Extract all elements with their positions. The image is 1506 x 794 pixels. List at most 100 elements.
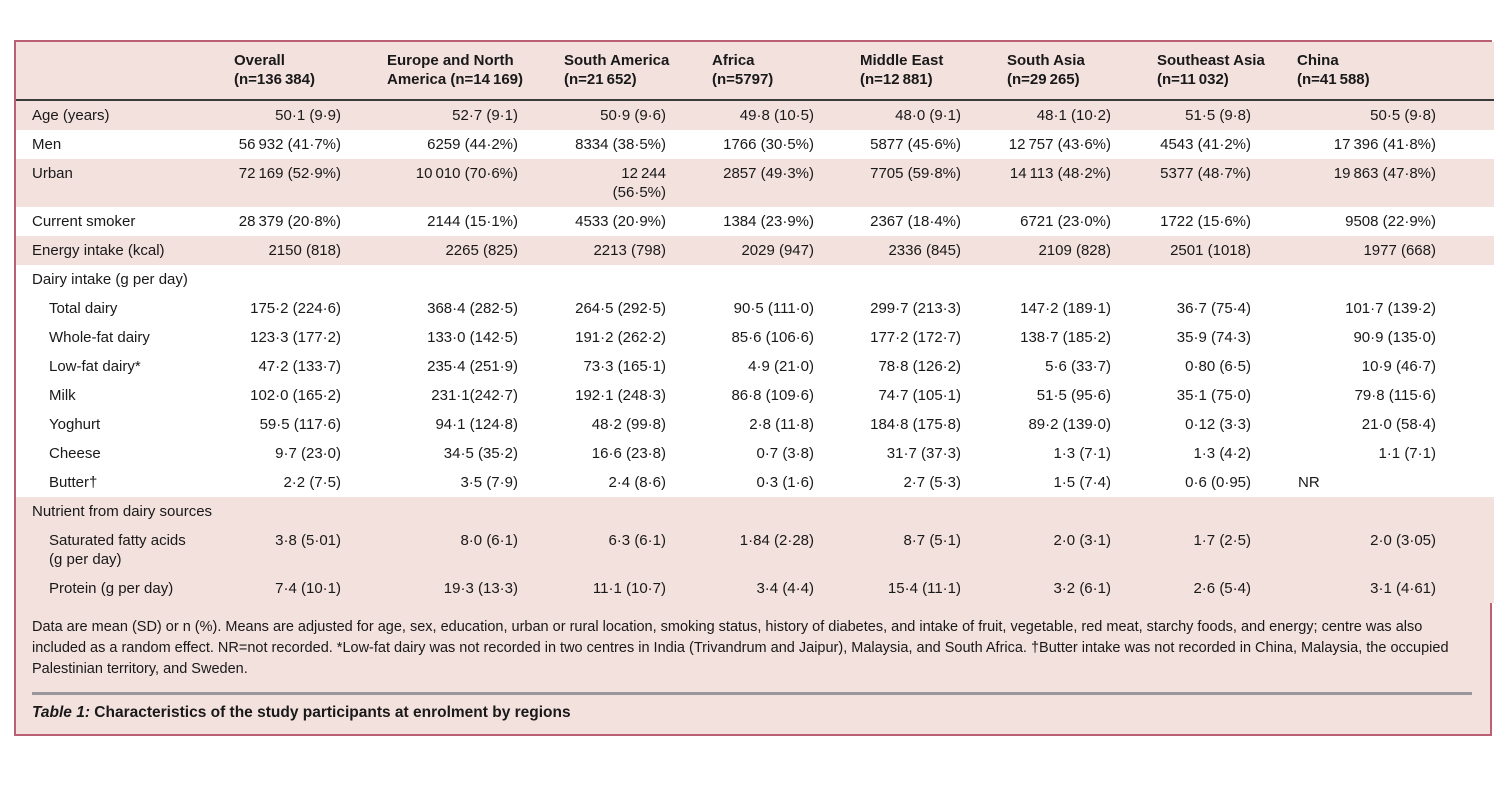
column-header: Southeast Asia (n=11 032) bbox=[1157, 42, 1297, 101]
data-cell bbox=[234, 497, 387, 526]
table-row: Butter† 2·2 (7·5) 3·5 (7·9) 2·4 (8·6) 0·3 (1… bbox=[16, 468, 1494, 497]
data-cell: 12 757 (43·6%) bbox=[1008, 136, 1111, 153]
data-cell: 2265 (825) bbox=[445, 242, 518, 259]
data-cell: 4533 (20·9%) bbox=[575, 213, 666, 230]
data-cell: 8334 (38·5%) bbox=[575, 136, 666, 153]
data-cell: 7·4 (10·1) bbox=[275, 580, 341, 597]
data-cell: 1·3 (7·1) bbox=[1053, 445, 1111, 462]
data-cell: 16·6 (23·8) bbox=[591, 445, 666, 462]
data-cell bbox=[1007, 497, 1157, 526]
data-cell: 4·9 (21·0) bbox=[748, 358, 814, 375]
data-cell bbox=[860, 497, 1007, 526]
table-row: Saturated fatty acids (g per day) 3·8 (5·… bbox=[16, 526, 1494, 574]
data-cell: 9·7 (23·0) bbox=[275, 445, 341, 462]
data-cell: 19·3 (13·3) bbox=[443, 580, 518, 597]
row-label: Milk bbox=[49, 387, 76, 404]
data-cell: 8·0 (6·1) bbox=[460, 532, 518, 549]
data-cell: 2·0 (3·05) bbox=[1370, 532, 1436, 549]
data-cell: 8·7 (5·1) bbox=[903, 532, 961, 549]
row-label: Butter† bbox=[49, 474, 98, 491]
section-label: Nutrient from dairy sources bbox=[32, 503, 213, 520]
data-cell: 36·7 (75·4) bbox=[1176, 300, 1251, 317]
data-cell: 6·3 (6·1) bbox=[608, 532, 666, 549]
data-cell bbox=[860, 265, 1007, 294]
table-row: Current smoker 28 379 (20·8%) 2144 (15·1%)… bbox=[16, 207, 1494, 236]
data-cell: 50·1 (9·9) bbox=[275, 107, 341, 124]
row-label: Men bbox=[32, 136, 62, 153]
lancet-table1: Overall (n=136 384) Europe and North Amer… bbox=[14, 40, 1494, 736]
column-header: South Asia (n=29 265) bbox=[1007, 42, 1157, 101]
data-cell: 72 169 (52·9%) bbox=[238, 165, 341, 182]
column-header: South America (n=21 652) bbox=[564, 42, 712, 101]
table-row: Urban 72 169 (52·9%) 10 010 (70·6%) 12 244 … bbox=[16, 159, 1494, 207]
row-label: Protein (g per day) bbox=[49, 580, 174, 597]
data-cell: 2·2 (7·5) bbox=[283, 474, 341, 491]
section-row: Nutrient from dairy sources bbox=[16, 497, 1494, 526]
header-row: Overall (n=136 384) Europe and North Amer… bbox=[16, 42, 1494, 101]
data-cell: 35·9 (74·3) bbox=[1176, 329, 1251, 346]
data-cell: 48·2 (99·8) bbox=[591, 416, 666, 433]
row-label: Low-fat dairy* bbox=[49, 358, 141, 375]
data-cell: 123·3 (177·2) bbox=[250, 329, 341, 346]
data-cell: 90·9 (135·0) bbox=[1353, 329, 1436, 346]
data-cell: 2213 (798) bbox=[593, 242, 666, 259]
caption-label: Table 1: bbox=[32, 704, 90, 721]
characteristics-table: Overall (n=136 384) Europe and North Amer… bbox=[16, 42, 1494, 603]
data-cell: 78·8 (126·2) bbox=[878, 358, 961, 375]
data-cell: 1977 (668) bbox=[1363, 242, 1436, 259]
data-cell: 5877 (45·6%) bbox=[870, 136, 961, 153]
data-cell: 101·7 (139·2) bbox=[1345, 300, 1436, 317]
data-cell bbox=[1297, 265, 1494, 294]
table-row: Total dairy 175·2 (224·6) 368·4 (282·5) 264… bbox=[16, 294, 1494, 323]
data-cell: 0·12 (3·3) bbox=[1185, 416, 1251, 433]
data-cell bbox=[564, 265, 712, 294]
data-cell: NR bbox=[1298, 474, 1320, 491]
table-row: Age (years) 50·1 (9·9) 52·7 (9·1) 50·9 (9·6… bbox=[16, 100, 1494, 130]
table-caption: Table 1: Characteristics of the study pa… bbox=[16, 695, 1490, 734]
data-cell: 7705 (59·8%) bbox=[870, 165, 961, 182]
row-label: Age (years) bbox=[32, 107, 110, 124]
data-cell: 147·2 (189·1) bbox=[1020, 300, 1111, 317]
row-label: Current smoker bbox=[32, 213, 136, 230]
data-cell: 94·1 (124·8) bbox=[435, 416, 518, 433]
data-cell: 235·4 (251·9) bbox=[427, 358, 518, 375]
table-row: Milk 102·0 (165·2) 231·1(242·7) 192·1 (248·… bbox=[16, 381, 1494, 410]
data-cell bbox=[712, 265, 860, 294]
data-cell: 56 932 (41·7%) bbox=[238, 136, 341, 153]
data-cell: 299·7 (213·3) bbox=[870, 300, 961, 317]
data-cell: 90·5 (111·0) bbox=[733, 300, 814, 317]
data-cell: 10·9 (46·7) bbox=[1361, 358, 1436, 375]
data-cell: 6721 (23·0%) bbox=[1020, 213, 1111, 230]
data-cell: 9508 (22·9%) bbox=[1345, 213, 1436, 230]
data-cell: 21·0 (58·4) bbox=[1361, 416, 1436, 433]
data-cell bbox=[1157, 497, 1297, 526]
data-cell: 2501 (1018) bbox=[1170, 242, 1251, 259]
data-cell: 4543 (41·2%) bbox=[1160, 136, 1251, 153]
table-body: Age (years) 50·1 (9·9) 52·7 (9·1) 50·9 (9·6… bbox=[16, 100, 1494, 603]
data-cell bbox=[387, 497, 564, 526]
data-cell: 3·2 (6·1) bbox=[1053, 580, 1111, 597]
data-cell: 85·6 (106·6) bbox=[731, 329, 814, 346]
data-cell: 1·84 (2·28) bbox=[739, 532, 814, 549]
data-cell: 2144 (15·1%) bbox=[427, 213, 518, 230]
data-cell: 2367 (18·4%) bbox=[870, 213, 961, 230]
data-cell: 192·1 (248·3) bbox=[575, 387, 666, 404]
data-cell: 73·3 (165·1) bbox=[583, 358, 666, 375]
data-cell: 31·7 (37·3) bbox=[886, 445, 961, 462]
table-row: Men 56 932 (41·7%) 6259 (44·2%) 8334 (38·5%… bbox=[16, 130, 1494, 159]
data-cell: 0·7 (3·8) bbox=[756, 445, 814, 462]
data-cell: 50·9 (9·6) bbox=[600, 107, 666, 124]
data-cell: 0·6 (0·95) bbox=[1185, 474, 1251, 491]
data-cell: 175·2 (224·6) bbox=[250, 300, 341, 317]
data-cell: 89·2 (139·0) bbox=[1028, 416, 1111, 433]
data-cell: 264·5 (292·5) bbox=[575, 300, 666, 317]
data-cell bbox=[234, 265, 387, 294]
data-cell: 102·0 (165·2) bbox=[250, 387, 341, 404]
row-label: Cheese bbox=[49, 445, 101, 462]
row-label: Yoghurt bbox=[49, 416, 101, 433]
row-label: Whole-fat dairy bbox=[49, 329, 150, 346]
data-cell: 0·3 (1·6) bbox=[756, 474, 814, 491]
data-cell: 34·5 (35·2) bbox=[443, 445, 518, 462]
data-cell: 133·0 (142·5) bbox=[427, 329, 518, 346]
table-row: Energy intake (kcal) 2150 (818) 2265 (825)… bbox=[16, 236, 1494, 265]
